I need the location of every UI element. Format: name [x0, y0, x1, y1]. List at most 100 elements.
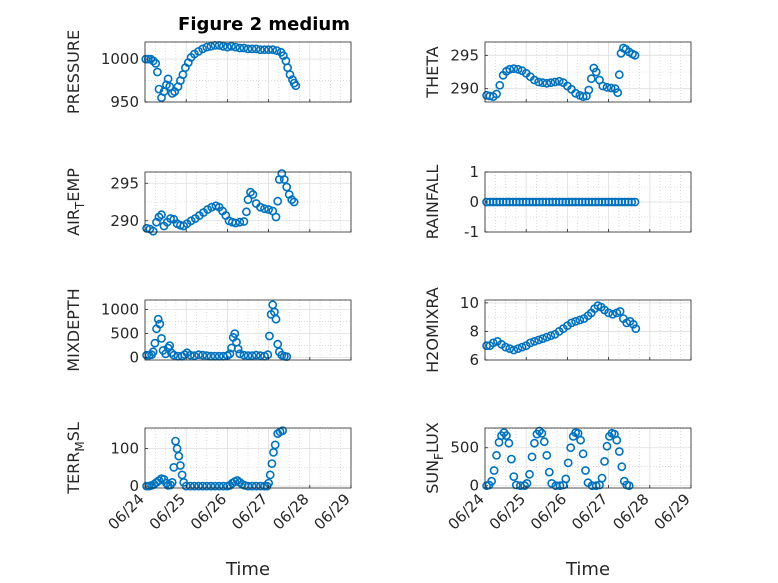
- y-axis-label-rest: EMP: [64, 168, 83, 202]
- x-tick-label: 06/27: [568, 490, 611, 533]
- y-tick-label: 1000: [101, 301, 139, 319]
- data-point: [247, 44, 257, 54]
- axes-box: [144, 41, 352, 103]
- data-point: [235, 43, 245, 53]
- data-point: [273, 196, 283, 206]
- data-point: [597, 473, 607, 483]
- data-point: [243, 481, 253, 491]
- data-point: [278, 426, 287, 435]
- x-tick-label: 06/28: [609, 490, 652, 533]
- data-point: [542, 450, 552, 460]
- x-tick-label: 06/27: [228, 490, 271, 533]
- x-tick-label: 06/24: [445, 490, 488, 533]
- x-tick-label: 06/25: [486, 490, 529, 533]
- y-axis-label-rest: LUX: [423, 422, 442, 453]
- y-tick-label: 1000: [101, 50, 139, 68]
- data-point: [150, 338, 160, 348]
- data-point: [247, 351, 257, 361]
- data-point: [181, 481, 191, 491]
- y-tick-label: -1: [464, 223, 479, 241]
- data-point: [542, 78, 552, 88]
- axes-box: [484, 427, 692, 489]
- data-point: [563, 458, 573, 468]
- data-point: [271, 314, 281, 324]
- data-point: [166, 348, 176, 358]
- y-tick-label: 500: [450, 439, 479, 457]
- data-point: [517, 342, 527, 352]
- data-point: [189, 481, 199, 491]
- data-point: [148, 56, 158, 66]
- data-point: [247, 481, 257, 491]
- data-point: [581, 466, 590, 475]
- data-point: [492, 89, 501, 99]
- data-point: [148, 347, 158, 357]
- data-point: [272, 46, 282, 55]
- data-point: [608, 309, 618, 319]
- data-point: [243, 44, 253, 54]
- subplot-4: -1 0 1 RAINFALL: [423, 163, 692, 241]
- data-point: [495, 80, 505, 90]
- y-tick-label: 290: [110, 212, 139, 230]
- data-point: [255, 45, 265, 55]
- y-tick-label: 295: [110, 174, 139, 192]
- data-point: [571, 316, 580, 326]
- data-point: [505, 344, 515, 353]
- data-point: [542, 332, 552, 342]
- data-point: [530, 336, 539, 346]
- data-point: [198, 44, 208, 54]
- data-point: [501, 431, 511, 440]
- data-point: [251, 350, 261, 360]
- x-tick-label: 06/28: [269, 490, 312, 533]
- data-point: [575, 315, 585, 325]
- y-axis-label-subscript: M: [73, 441, 87, 451]
- data-point: [239, 43, 249, 53]
- data-point: [550, 77, 560, 87]
- data-point: [174, 451, 184, 461]
- data-point: [227, 41, 236, 51]
- data-point: [233, 344, 243, 354]
- y-tick-label: 500: [110, 325, 139, 343]
- data-point: [509, 345, 519, 355]
- data-point: [268, 45, 278, 55]
- data-point: [488, 338, 498, 348]
- data-point: [530, 438, 539, 448]
- data-point: [222, 42, 232, 52]
- x-tick-label: 06/29: [311, 490, 354, 533]
- subplot-1: 950 1000 PRESSURE: [64, 30, 352, 114]
- data-point: [239, 350, 249, 360]
- data-point: [615, 306, 625, 316]
- data-point: [264, 331, 274, 341]
- data-point: [602, 441, 612, 451]
- data-point: [614, 447, 624, 456]
- x-axis-label: Time: [565, 559, 610, 580]
- data-point: [537, 428, 547, 438]
- data-point: [539, 437, 549, 447]
- y-tick-label: 950: [110, 93, 139, 111]
- data-point: [487, 476, 496, 486]
- data-point: [624, 481, 634, 491]
- data-point: [210, 481, 220, 491]
- y-axis-label: H2OMIXRA: [423, 287, 442, 373]
- data-point: [591, 67, 601, 77]
- y-axis-label: MIXDEPTH: [64, 288, 83, 371]
- data-point: [235, 217, 245, 227]
- data-point: [520, 481, 529, 491]
- data-point: [279, 175, 289, 184]
- data-point: [489, 466, 499, 475]
- x-tick-label: 06/25: [146, 490, 189, 533]
- data-point: [630, 50, 640, 60]
- subplot-2: 290 295 THETA: [423, 41, 692, 103]
- data-point: [167, 477, 177, 487]
- data-point: [246, 187, 255, 197]
- data-point: [270, 440, 280, 450]
- y-tick-label: 0: [469, 193, 479, 211]
- data-point: [243, 195, 253, 205]
- data-point: [231, 218, 240, 228]
- data-point: [169, 350, 179, 360]
- data-point: [260, 45, 269, 55]
- data-point: [614, 70, 624, 80]
- data-point: [175, 461, 185, 470]
- data-point: [628, 319, 638, 329]
- data-point: [198, 481, 208, 491]
